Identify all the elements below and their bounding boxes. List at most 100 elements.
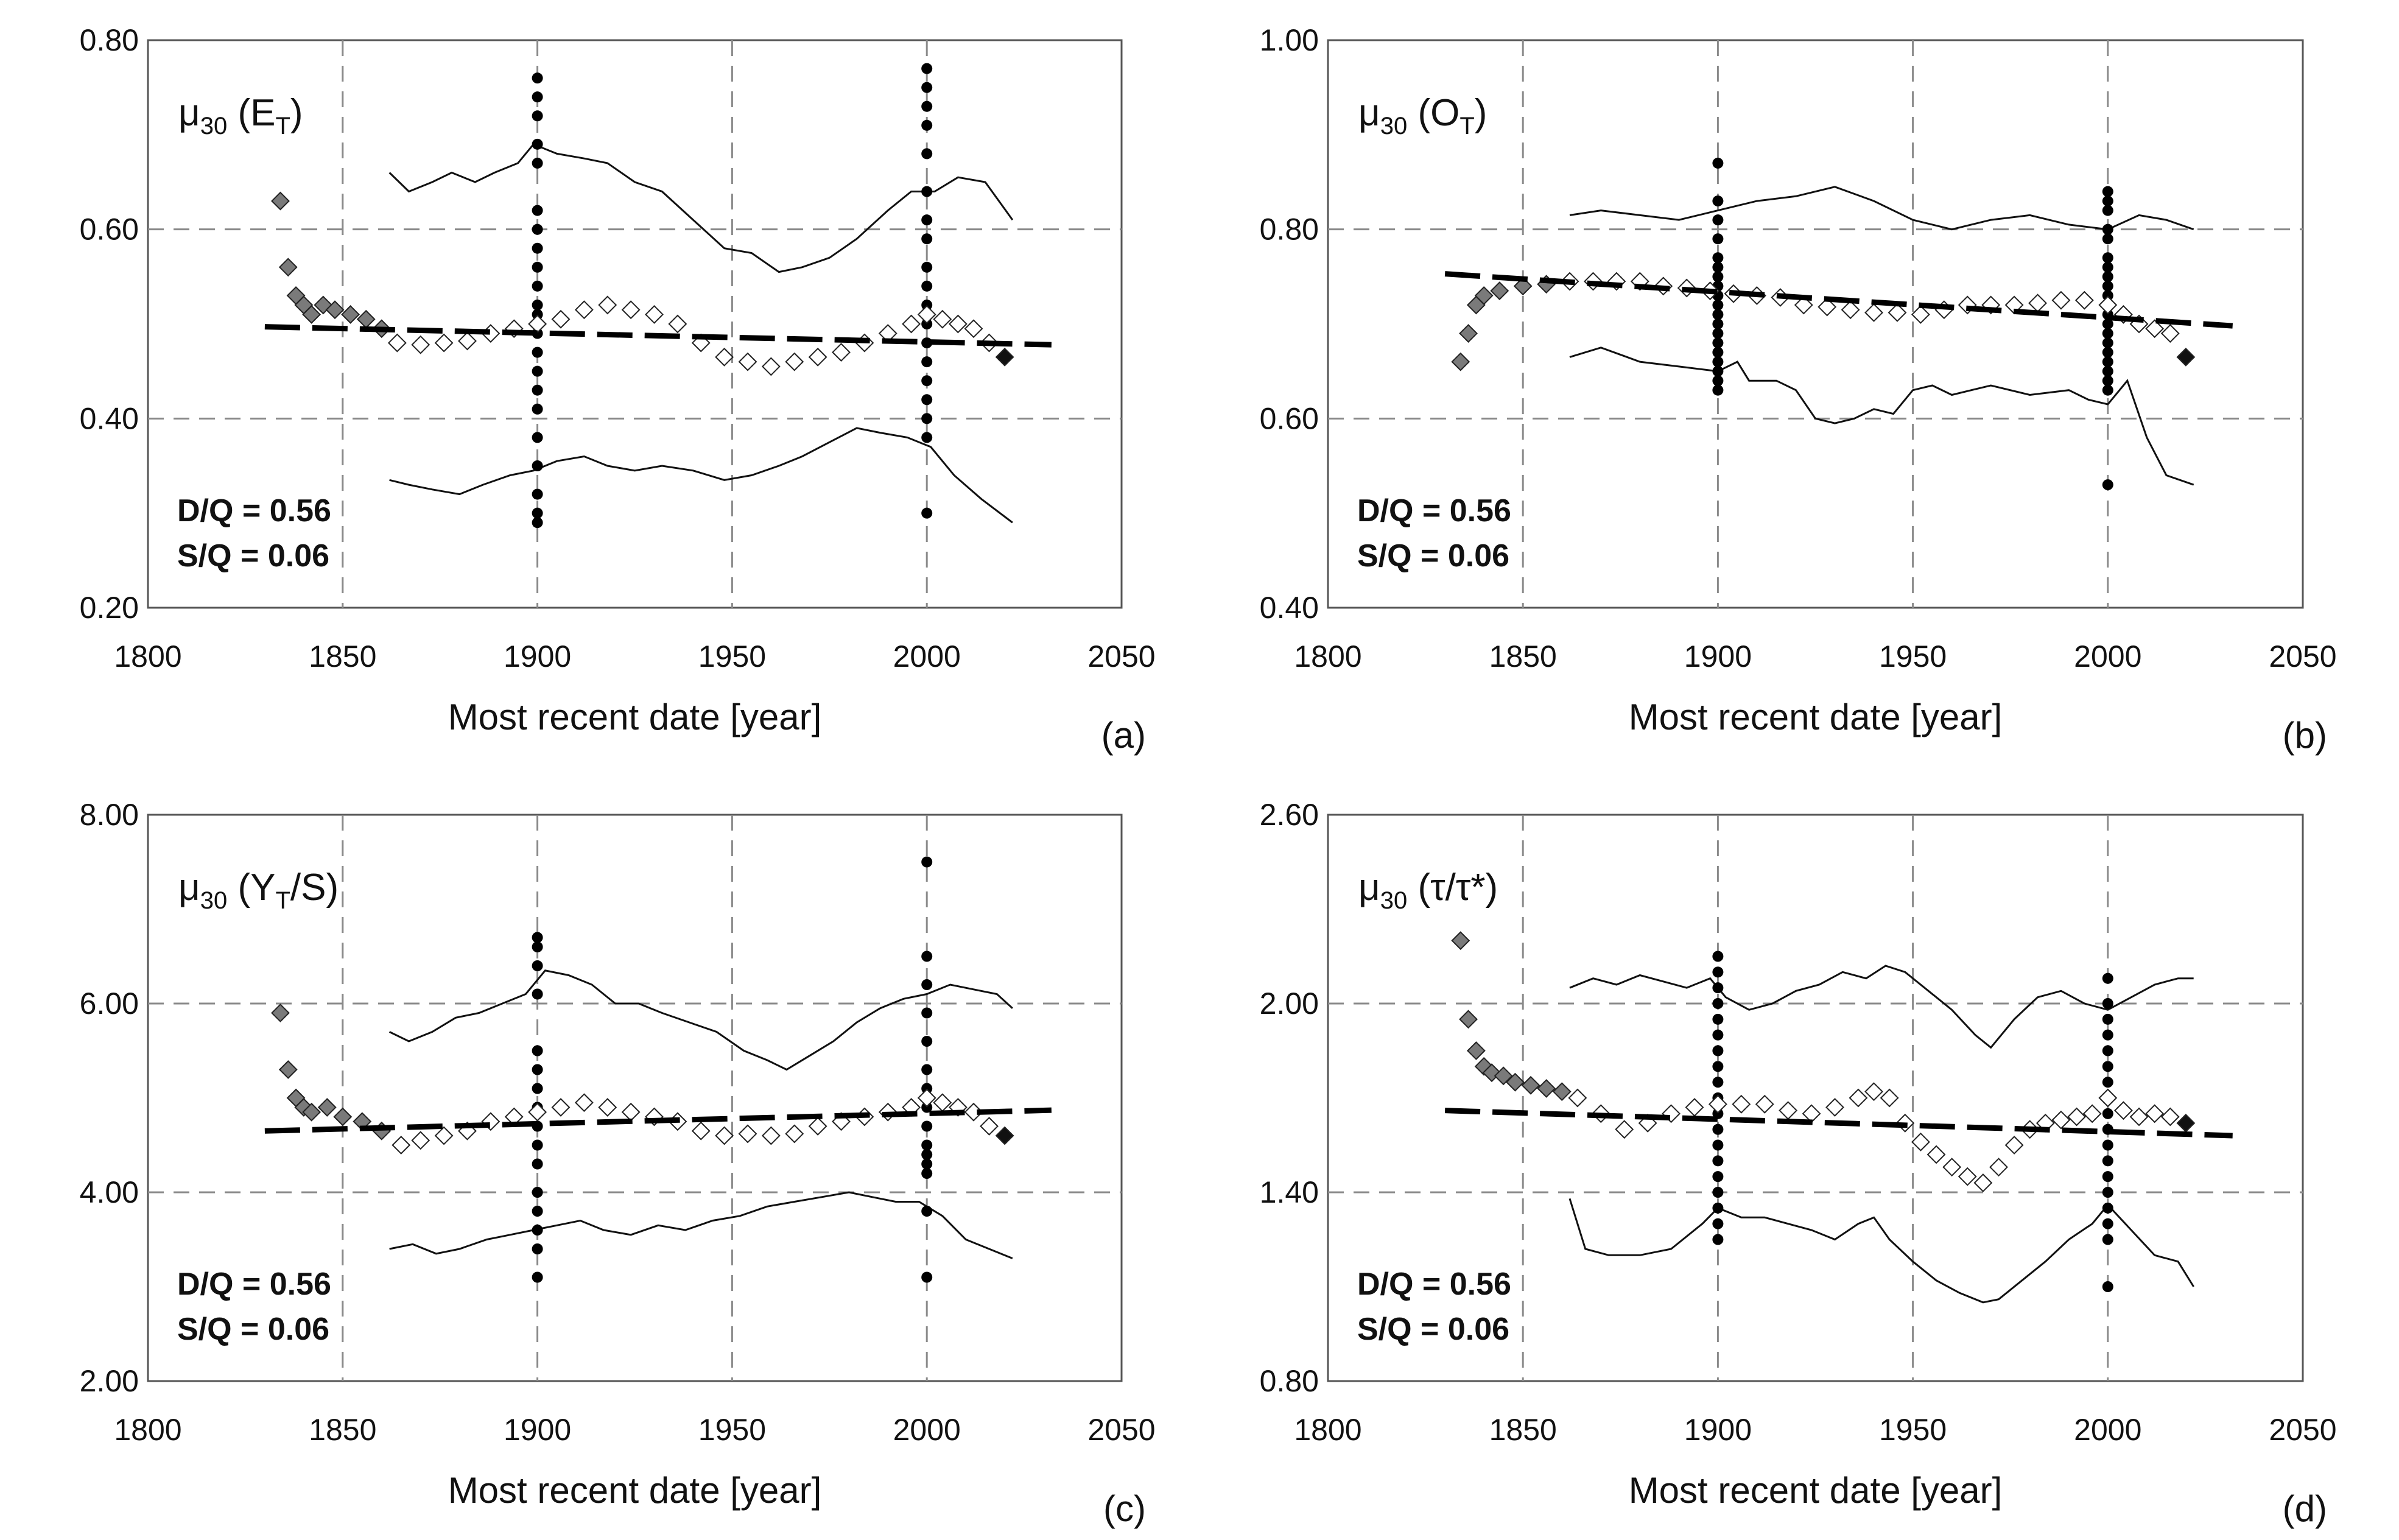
- mean-point: [761, 357, 781, 376]
- sig-dot: [2102, 1077, 2113, 1088]
- sig-dot: [2102, 1187, 2113, 1198]
- annotation-text: D/Q = 0.56: [177, 1267, 331, 1302]
- mean-point: [1981, 295, 2001, 315]
- y-tick-label: 0.80: [1260, 213, 1319, 247]
- lower-band-line: [1569, 346, 2194, 486]
- mean-point: [528, 314, 547, 334]
- annotation-text: S/Q = 0.06: [177, 1312, 329, 1347]
- sig-dot: [1712, 365, 1724, 377]
- sig-dot: [1712, 1108, 1724, 1119]
- sig-dot: [921, 1036, 933, 1047]
- upper-band-line: [388, 143, 1014, 273]
- mean-point: [2082, 1104, 2102, 1123]
- sig-dot: [2102, 1155, 2113, 1167]
- y-label-part: T: [275, 113, 290, 139]
- mean-point: [2176, 347, 2196, 367]
- sig-dot: [2102, 1139, 2113, 1151]
- sig-dot: [2102, 365, 2113, 377]
- mean-point: [294, 1098, 314, 1117]
- x-tick-label: 1950: [1879, 639, 1947, 673]
- mean-point: [271, 191, 290, 211]
- sig-dot: [532, 1045, 543, 1057]
- y-label-part: T: [275, 887, 290, 914]
- mean-point: [302, 1102, 321, 1122]
- sig-dot: [2102, 195, 2113, 207]
- mean-point: [2098, 1088, 2118, 1108]
- mean-point: [1490, 281, 1509, 301]
- plot-area: [1327, 39, 2304, 609]
- y-label-part: μ: [178, 867, 200, 909]
- mean-point: [434, 333, 454, 353]
- annotation-text: D/Q = 0.56: [177, 493, 331, 529]
- sig-dot: [2102, 1061, 2113, 1072]
- sig-dot: [532, 960, 543, 971]
- y-axis-label: μ30 (τ/τ*): [1358, 867, 1498, 914]
- sig-dot: [532, 488, 543, 500]
- chart-panel: 1800 1850 1900 1950 2000 2050 0.20 0.40 0.60 0.80…: [80, 23, 1156, 756]
- sig-dot: [532, 1271, 543, 1283]
- sig-dot: [532, 205, 543, 216]
- sig-dot: [1712, 1187, 1724, 1198]
- sig-dot: [1712, 318, 1724, 329]
- y-tick-label: 0.80: [80, 23, 139, 57]
- sig-dot: [1712, 1202, 1724, 1214]
- sig-dot: [2102, 252, 2113, 264]
- sig-dot: [1712, 271, 1724, 283]
- y-axis-label: μ30 (ET): [178, 92, 303, 139]
- sig-dot: [2102, 356, 2113, 368]
- sig-dot: [921, 1139, 933, 1151]
- x-axis-label: Most recent date [year]: [1629, 697, 2003, 737]
- mean-point: [1474, 286, 1494, 305]
- x-tick-label: 1900: [1684, 639, 1752, 673]
- sig-dot: [532, 346, 543, 358]
- mean-point: [325, 300, 345, 320]
- mean-point: [2067, 1107, 2086, 1127]
- mean-point: [2160, 1107, 2180, 1127]
- sig-dot: [532, 72, 543, 84]
- sig-dot: [1712, 299, 1724, 311]
- mean-point: [2145, 1104, 2165, 1123]
- sig-dot: [1712, 951, 1724, 962]
- x-tick-label: 2050: [1087, 639, 1155, 673]
- mean-point: [1794, 295, 1813, 315]
- y-label-part: 30: [200, 113, 228, 139]
- sig-dot: [1712, 309, 1724, 320]
- panel-label: (a): [1101, 715, 1146, 756]
- sig-dot: [921, 186, 933, 197]
- trend-line: [264, 1107, 1052, 1134]
- sig-dot: [1712, 966, 1724, 978]
- sig-dot: [532, 1083, 543, 1094]
- sig-dot: [921, 1064, 933, 1075]
- sig-dot: [532, 365, 543, 377]
- mean-point: [1825, 1098, 1844, 1117]
- mean-point: [964, 1102, 983, 1122]
- mean-point: [832, 343, 851, 362]
- mean-point: [761, 1126, 781, 1145]
- mean-point: [995, 1126, 1014, 1145]
- y-tick-label: 2.00: [1260, 986, 1319, 1021]
- upper-band-line: [1569, 186, 2194, 231]
- trend-line: [1444, 1108, 2233, 1139]
- sig-dot: [921, 507, 933, 519]
- y-label-part: ): [290, 92, 303, 134]
- x-axis-label: Most recent date [year]: [448, 697, 822, 737]
- sig-dot: [2102, 318, 2113, 329]
- sig-dot: [1712, 1218, 1724, 1229]
- sig-dot: [532, 110, 543, 122]
- y-label-part: (τ/τ*): [1407, 867, 1498, 909]
- sig-dot: [532, 1139, 543, 1151]
- sig-dot: [1712, 356, 1724, 368]
- mean-point: [387, 333, 407, 353]
- mean-point: [1708, 1094, 1727, 1114]
- mean-point: [715, 1126, 734, 1145]
- sig-dot: [532, 91, 543, 103]
- sig-dot: [2102, 337, 2113, 349]
- mean-point: [1466, 1041, 1486, 1060]
- mean-point: [1911, 305, 1930, 324]
- sig-dot: [532, 261, 543, 273]
- sig-dot: [2102, 1218, 2113, 1229]
- sig-dot: [2102, 223, 2113, 235]
- mean-point: [1505, 1072, 1525, 1092]
- mean-point: [1958, 1167, 1977, 1186]
- sig-dot: [532, 157, 543, 169]
